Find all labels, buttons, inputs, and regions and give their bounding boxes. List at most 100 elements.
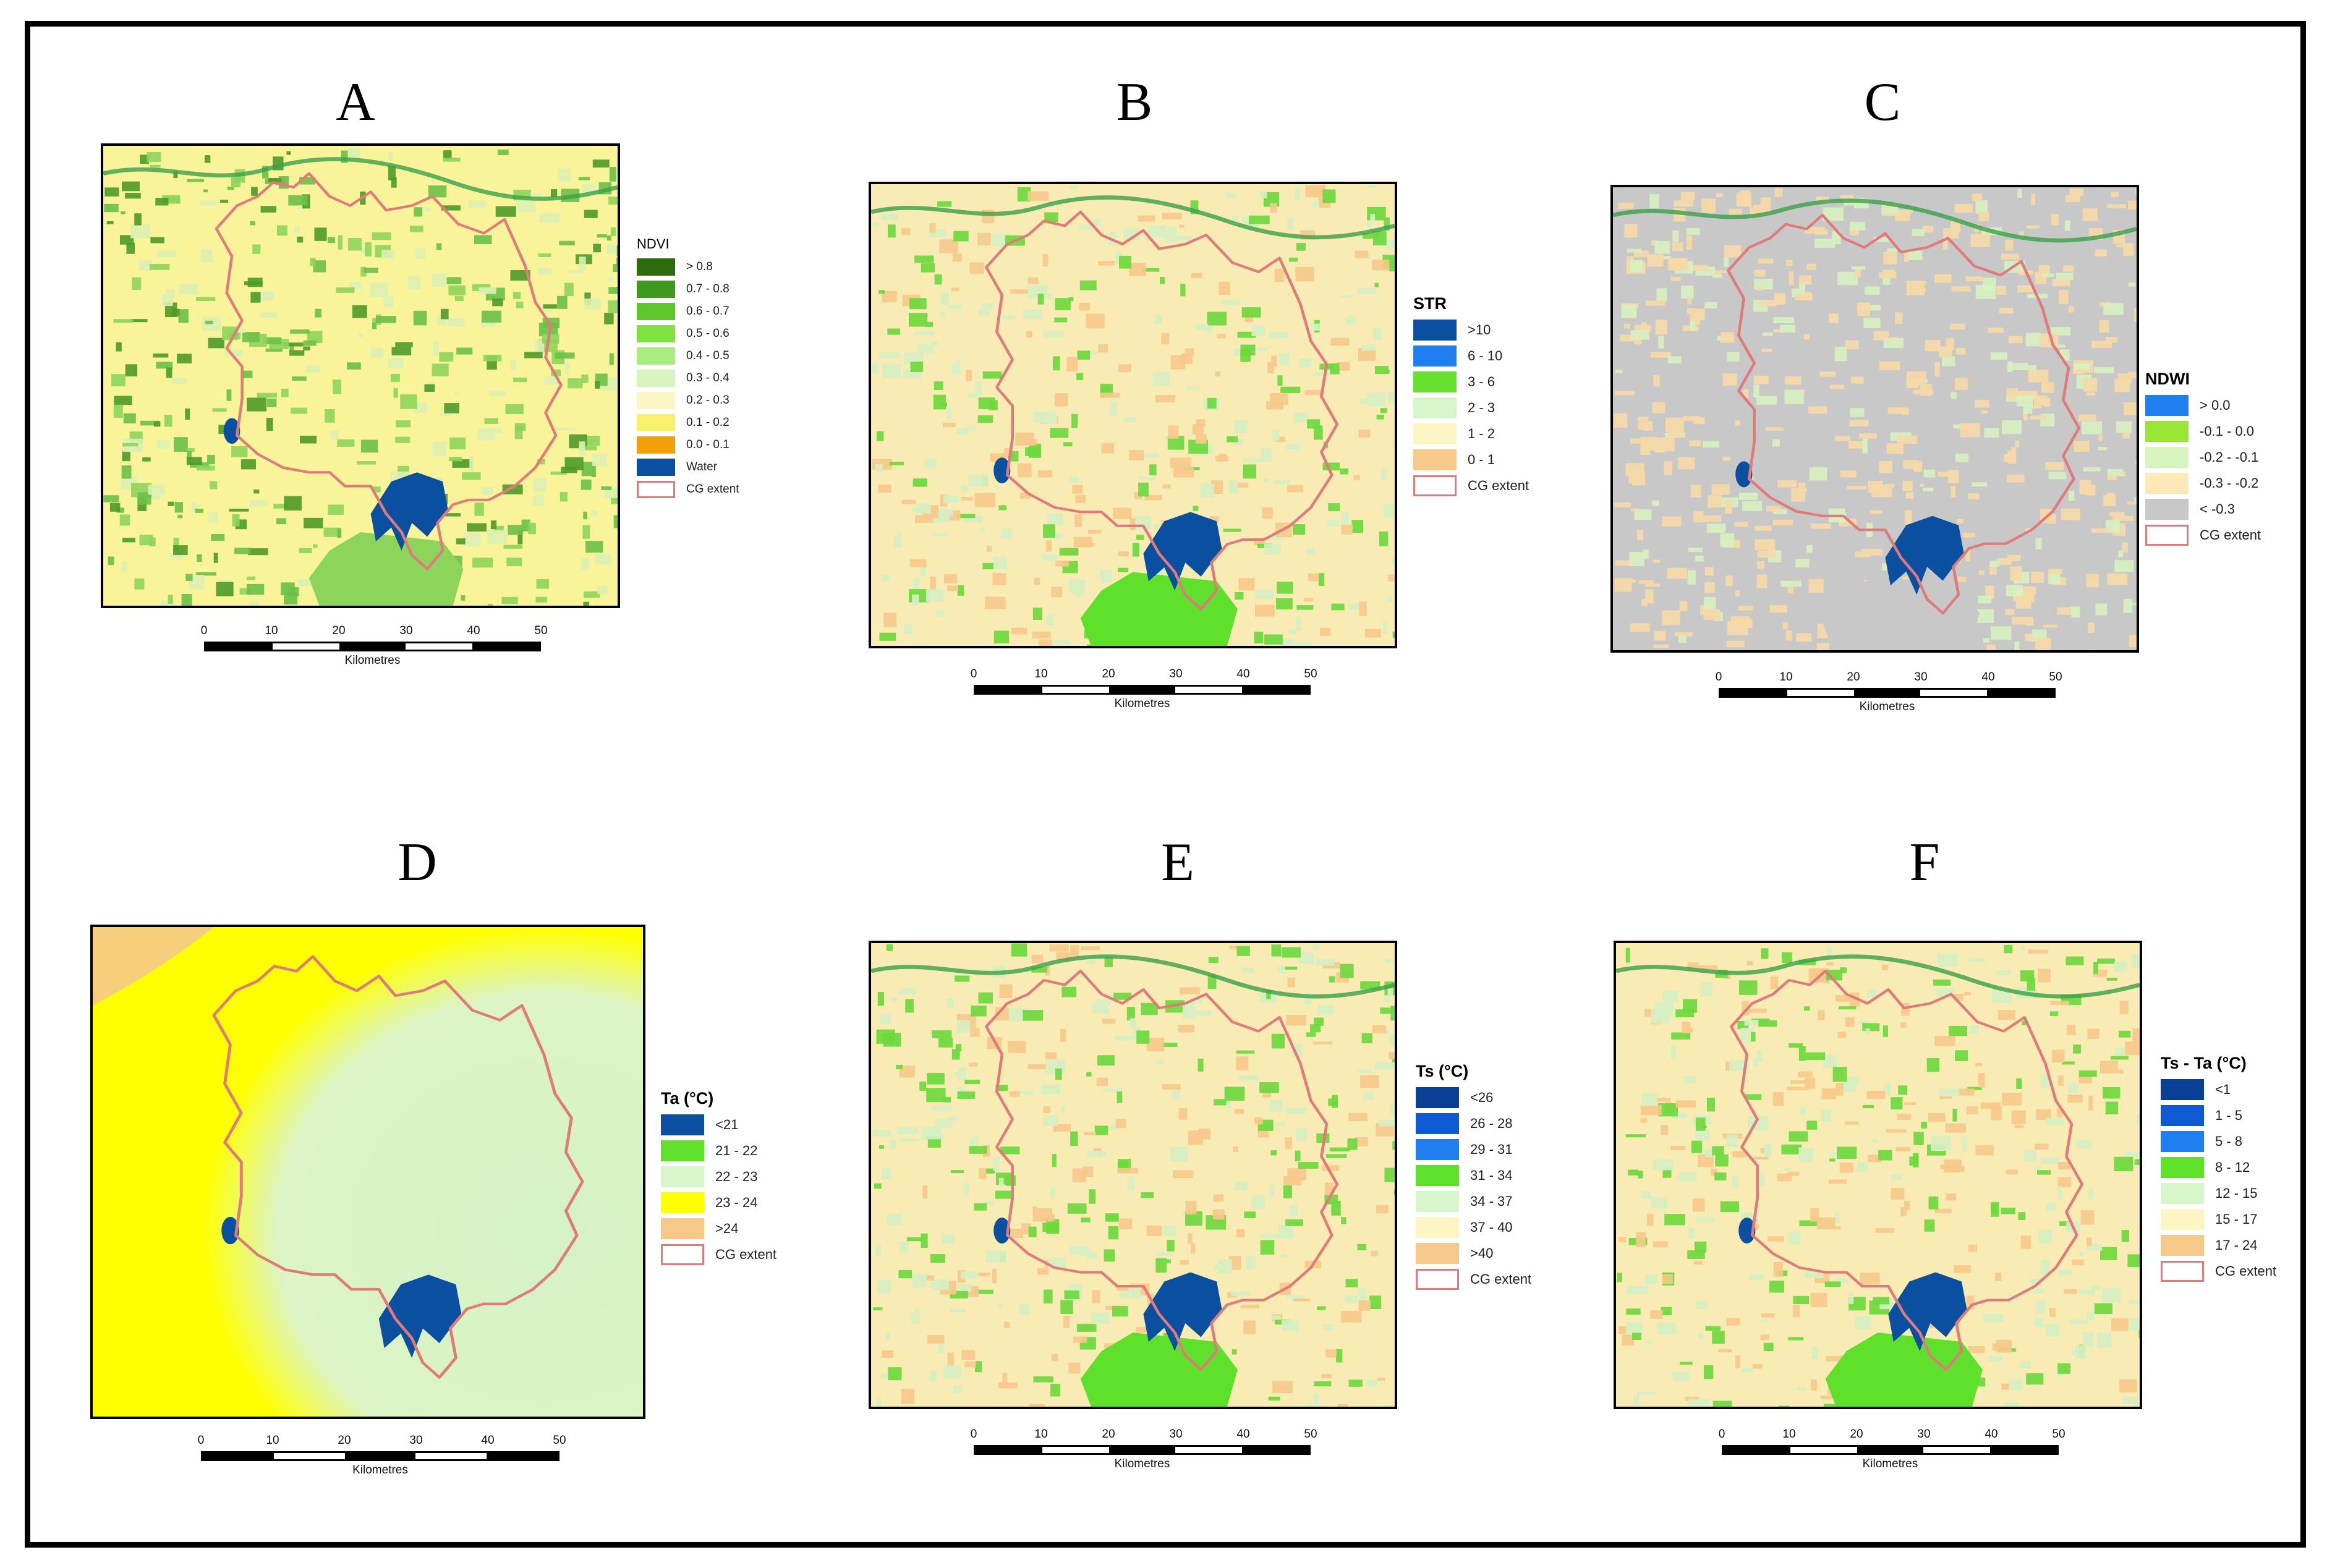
land-patch: [613, 515, 618, 528]
land-patch: [1806, 545, 1813, 553]
land-patch: [1862, 438, 1868, 454]
land-patch: [1314, 1381, 1332, 1387]
legend-swatch: [1416, 1165, 1459, 1186]
land-patch: [1632, 1333, 1641, 1340]
land-patch: [1789, 1231, 1801, 1245]
land-patch: [578, 177, 590, 180]
land-patch: [1159, 277, 1165, 284]
land-patch: [1835, 1278, 1850, 1284]
land-patch: [325, 409, 335, 423]
land-patch: [2112, 515, 2134, 521]
land-patch: [1039, 1214, 1055, 1221]
scale-track: [1719, 688, 2056, 698]
land-patch: [179, 284, 198, 295]
land-patch: [1285, 1228, 1294, 1239]
land-patch: [1873, 331, 1889, 341]
land-patch: [2058, 1162, 2070, 1170]
land-patch: [2057, 1269, 2072, 1276]
land-patch: [2087, 1237, 2092, 1247]
land-patch: [390, 373, 400, 383]
land-patch: [1387, 574, 1395, 582]
land-patch: [1348, 1379, 1363, 1387]
land-patch: [1769, 1281, 1785, 1293]
land-patch: [1341, 524, 1353, 535]
land-patch: [1340, 964, 1354, 978]
land-patch: [1244, 1211, 1256, 1218]
land-patch: [1246, 1256, 1256, 1269]
land-patch: [1996, 558, 2012, 565]
land-patch: [1725, 972, 1731, 979]
land-patch: [1009, 1091, 1020, 1097]
legend-swatch: [637, 370, 675, 387]
land-patch: [441, 205, 461, 211]
land-patch: [1883, 338, 1904, 348]
land-patch: [1230, 946, 1241, 950]
land-patch: [564, 457, 584, 470]
land-patch: [1248, 215, 1270, 224]
reservoir: [1143, 1272, 1222, 1351]
land-patch: [889, 1140, 895, 1147]
land-patch: [130, 319, 148, 323]
land-patch: [1844, 1121, 1859, 1125]
legend-item: 2 - 3: [1413, 397, 1529, 418]
land-patch: [190, 462, 210, 468]
land-patch: [1345, 1295, 1358, 1303]
legend-swatch: [1413, 320, 1457, 341]
land-patch: [494, 525, 504, 532]
land-patch: [304, 517, 323, 528]
land-patch: [1144, 494, 1162, 501]
land-patch: [1617, 1273, 1622, 1282]
land-patch: [1630, 438, 1649, 444]
land-patch: [2032, 1288, 2044, 1294]
scale-tick-label: 0: [1715, 671, 1722, 684]
land-patch: [1923, 488, 1934, 492]
land-patch: [1017, 187, 1031, 202]
land-patch: [1068, 297, 1074, 302]
land-patch: [123, 413, 136, 424]
legend-title: Ts - Ta (°C): [2161, 1054, 2247, 1072]
land-patch: [463, 532, 481, 546]
land-patch: [550, 189, 558, 198]
land-patch: [1104, 1343, 1114, 1349]
land-patch: [1826, 962, 1834, 966]
land-patch: [2036, 1109, 2051, 1120]
land-patch: [1753, 384, 1759, 397]
land-patch: [968, 1062, 977, 1067]
land-patch: [1652, 402, 1665, 413]
land-patch: [2036, 1170, 2051, 1175]
land-patch: [199, 200, 217, 206]
land-patch: [1013, 1090, 1034, 1095]
legend-label: <1: [2215, 1082, 2231, 1097]
land-patch: [1951, 486, 1956, 498]
land-patch: [1117, 1168, 1139, 1174]
land-patch: [1829, 1152, 1842, 1157]
land-patch: [1986, 645, 1996, 650]
land-patch: [1662, 610, 1680, 625]
land-patch: [1162, 484, 1171, 489]
land-patch: [913, 478, 927, 487]
land-patch: [395, 436, 411, 443]
legend-item: 8 - 12: [2161, 1157, 2276, 1178]
land-patch: [336, 287, 355, 293]
land-patch: [1905, 492, 1914, 499]
legend-label: CG extent: [1470, 1271, 1532, 1287]
land-patch: [1960, 423, 1980, 438]
land-patch: [1155, 1252, 1173, 1257]
land-patch: [1931, 1136, 1951, 1151]
land-patch: [1142, 453, 1159, 458]
land-patch: [1320, 627, 1330, 637]
land-patch: [103, 495, 119, 502]
land-patch: [601, 486, 612, 491]
land-patch: [388, 166, 396, 180]
land-patch: [2083, 378, 2098, 392]
land-patch: [1755, 539, 1774, 551]
scale-unit-label: Kilometres: [352, 1464, 408, 1477]
land-patch: [899, 1066, 915, 1078]
land-patch: [1860, 305, 1881, 311]
land-patch: [1723, 457, 1730, 461]
land-patch: [121, 465, 132, 479]
land-patch: [1748, 1008, 1768, 1013]
land-patch: [1392, 1057, 1395, 1062]
land-patch: [2059, 1221, 2072, 1226]
land-patch: [1725, 575, 1733, 587]
